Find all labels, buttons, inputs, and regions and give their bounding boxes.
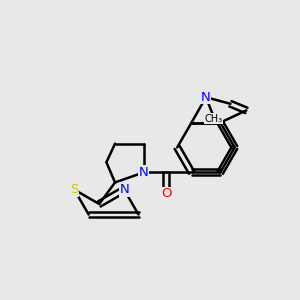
Text: CH₃: CH₃ [205, 114, 223, 124]
Text: O: O [161, 188, 172, 200]
Text: S: S [70, 183, 79, 196]
Text: N: N [139, 166, 149, 179]
Text: N: N [119, 183, 129, 196]
Text: N: N [201, 91, 211, 104]
